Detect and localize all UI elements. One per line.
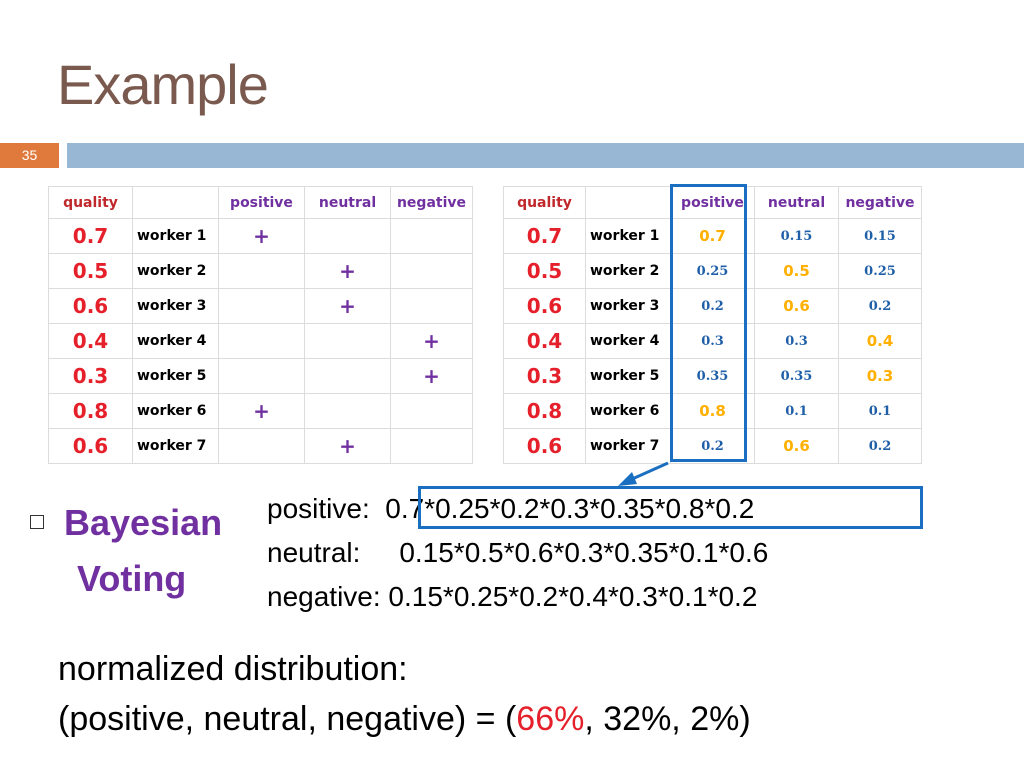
neutral-cell: + — [304, 428, 391, 464]
negative-label: negative: — [267, 581, 381, 612]
neutral-prob-cell: 0.6 — [754, 428, 839, 464]
table-row: 0.3 worker 5 + — [48, 358, 473, 394]
header-bar — [67, 143, 1024, 168]
positive-prob-cell: 0.25 — [670, 253, 755, 289]
table-row: 0.7 worker 1 + — [48, 218, 473, 254]
column-header-neutral: neutral — [754, 186, 839, 219]
negative-prob-cell: 0.25 — [838, 253, 922, 289]
positive-cell — [218, 253, 305, 289]
positive-percentage: 66% — [516, 700, 585, 738]
table-header-row: quality positive neutral negative — [48, 186, 473, 219]
column-header-neutral: neutral — [304, 186, 391, 219]
positive-prob-cell: 0.2 — [670, 288, 755, 324]
positive-expression: 0.7*0.25*0.2*0.3*0.35*0.8*0.2 — [385, 493, 755, 524]
neutral-prob-cell: 0.3 — [754, 323, 839, 359]
negative-cell — [390, 218, 473, 254]
quality-cell: 0.4 — [503, 323, 586, 359]
column-header-negative: negative — [390, 186, 473, 219]
neutral-label: neutral: — [267, 537, 361, 568]
slide-title: Example — [57, 53, 269, 116]
neutral-expression: 0.15*0.5*0.6*0.3*0.35*0.1*0.6 — [399, 537, 769, 568]
quality-cell: 0.6 — [503, 428, 586, 464]
worker-cell: worker 2 — [132, 253, 219, 289]
negative-prob-cell: 0.15 — [838, 218, 922, 254]
quality-cell: 0.8 — [48, 393, 133, 429]
table-row: 0.4 worker 4 + — [48, 323, 473, 359]
normalized-prefix: (positive, neutral, negative) = ( — [58, 700, 517, 738]
table-header-row: quality positive neutral negative — [503, 186, 922, 219]
neutral-prob-cell: 0.1 — [754, 393, 839, 429]
quality-cell: 0.7 — [503, 218, 586, 254]
table-row: 0.8 worker 6 + — [48, 393, 473, 429]
neutral-cell — [304, 323, 391, 359]
positive-cell: + — [218, 218, 305, 254]
table-row: 0.6 worker 7 + — [48, 428, 473, 464]
worker-cell: worker 2 — [585, 253, 671, 289]
worker-cell: worker 7 — [585, 428, 671, 464]
neutral-prob-cell: 0.35 — [754, 358, 839, 394]
table-row: 0.6 worker 7 0.2 0.6 0.2 — [503, 428, 922, 464]
negative-cell — [390, 393, 473, 429]
positive-cell — [218, 428, 305, 464]
slide-number: 35 — [0, 143, 59, 168]
worker-cell: worker 5 — [132, 358, 219, 394]
quality-cell: 0.3 — [48, 358, 133, 394]
neutral-prob-cell: 0.15 — [754, 218, 839, 254]
quality-cell: 0.6 — [48, 428, 133, 464]
worker-cell: worker 4 — [132, 323, 219, 359]
positive-cell — [218, 288, 305, 324]
negative-expression: 0.15*0.25*0.2*0.4*0.3*0.1*0.2 — [388, 581, 758, 612]
neutral-equation: neutral: 0.15*0.5*0.6*0.3*0.35*0.1*0.6 — [267, 537, 768, 569]
table-row: 0.8 worker 6 0.8 0.1 0.1 — [503, 393, 922, 429]
normalized-rest: , 32%, 2%) — [584, 700, 751, 738]
worker-cell: worker 6 — [585, 393, 671, 429]
table-row: 0.5 worker 2 + — [48, 253, 473, 289]
table-row: 0.6 worker 3 0.2 0.6 0.2 — [503, 288, 922, 324]
negative-prob-cell: 0.1 — [838, 393, 922, 429]
normalized-distribution-values: (positive, neutral, negative) = (66%, 32… — [58, 700, 751, 739]
negative-equation: negative: 0.15*0.25*0.2*0.4*0.3*0.1*0.2 — [267, 581, 757, 613]
positive-prob-cell: 0.2 — [670, 428, 755, 464]
positive-prob-cell: 0.3 — [670, 323, 755, 359]
normalized-distribution-label: normalized distribution: — [58, 650, 408, 688]
worker-cell: worker 1 — [585, 218, 671, 254]
bullet-square-icon — [30, 515, 44, 529]
column-header-negative: negative — [838, 186, 922, 219]
negative-prob-cell: 0.3 — [838, 358, 922, 394]
bayesian-voting-title-line2: Voting — [77, 558, 187, 599]
positive-equation: positive: 0.7*0.25*0.2*0.3*0.35*0.8*0.2 — [267, 493, 754, 525]
positive-column-highlight — [670, 184, 747, 462]
worker-votes-table: quality positive neutral negative 0.7 wor… — [48, 186, 473, 464]
positive-prob-cell: 0.8 — [670, 393, 755, 429]
quality-cell: 0.8 — [503, 393, 586, 429]
probability-table: quality positive neutral negative 0.7 wor… — [503, 186, 922, 464]
neutral-cell: + — [304, 253, 391, 289]
negative-cell — [390, 428, 473, 464]
positive-cell: + — [218, 393, 305, 429]
positive-label: positive: — [267, 493, 370, 524]
column-header-quality: quality — [503, 186, 586, 219]
positive-result-highlight — [418, 486, 923, 529]
worker-cell: worker 6 — [132, 393, 219, 429]
quality-cell: 0.5 — [48, 253, 133, 289]
bayesian-voting-title-line1: Bayesian — [64, 502, 223, 543]
quality-cell: 0.6 — [503, 288, 586, 324]
quality-cell: 0.7 — [48, 218, 133, 254]
worker-cell: worker 5 — [585, 358, 671, 394]
negative-prob-cell: 0.2 — [838, 428, 922, 464]
negative-cell: + — [390, 358, 473, 394]
worker-cell: worker 3 — [585, 288, 671, 324]
negative-prob-cell: 0.2 — [838, 288, 922, 324]
table-row: 0.7 worker 1 0.7 0.15 0.15 — [503, 218, 922, 254]
table-row: 0.5 worker 2 0.25 0.5 0.25 — [503, 253, 922, 289]
negative-cell — [390, 253, 473, 289]
quality-cell: 0.6 — [48, 288, 133, 324]
neutral-prob-cell: 0.5 — [754, 253, 839, 289]
